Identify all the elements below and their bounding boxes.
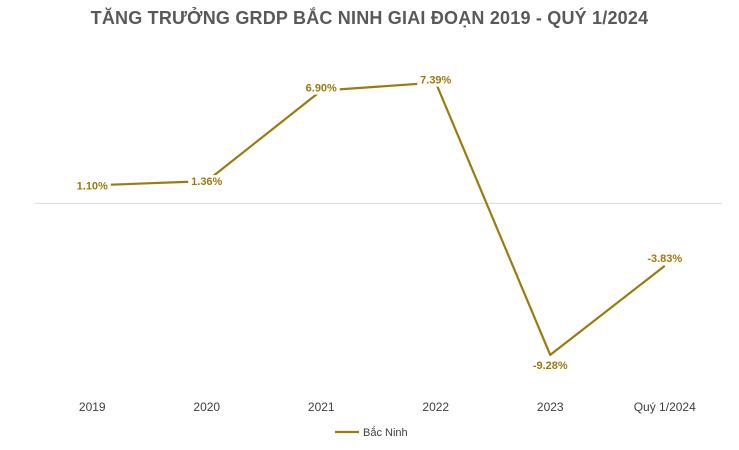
data-label-bg	[73, 179, 111, 193]
data-label-bg	[528, 358, 573, 372]
x-tick-label: 2020	[193, 400, 220, 414]
x-tick-label: 2019	[79, 400, 106, 414]
x-tick-label: 2022	[422, 400, 449, 414]
data-label-bg	[302, 81, 340, 95]
x-tick-label: Quý 1/2024	[634, 400, 696, 414]
chart-title: TĂNG TRƯỞNG GRDP BẮC NINH GIAI ĐOẠN 2019…	[90, 8, 649, 28]
data-label-bg	[417, 73, 455, 87]
x-tick-label: 2021	[308, 400, 335, 414]
data-label: 7.39%	[420, 75, 451, 87]
data-label: -3.83%	[647, 253, 682, 265]
data-label: 1.36%	[191, 176, 222, 188]
data-label: 1.10%	[77, 180, 108, 192]
legend-label: Bắc Ninh	[363, 426, 408, 439]
data-label: -9.28%	[533, 360, 568, 372]
series-line-bac-ninh	[92, 81, 666, 357]
data-label: 6.90%	[306, 83, 337, 95]
data-label-bg	[642, 251, 687, 265]
x-tick-label: 2023	[537, 400, 564, 414]
data-label-bg	[188, 175, 226, 189]
